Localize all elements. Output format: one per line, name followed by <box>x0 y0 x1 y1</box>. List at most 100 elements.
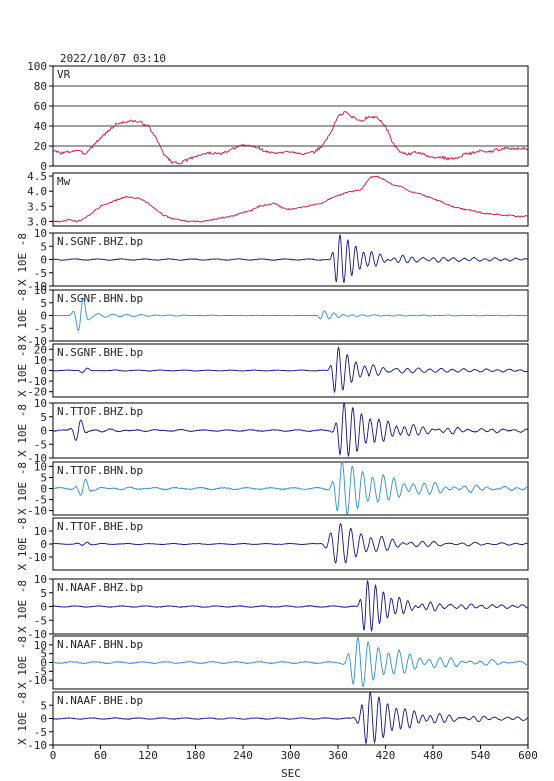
x-tick-label: 480 <box>423 749 443 762</box>
panel-label: N.NAAF.BHZ.bp <box>57 581 143 594</box>
y-tick-label: -10 <box>27 335 47 348</box>
y-unit-label: X 10E -8 <box>16 636 29 689</box>
y-unit-label: X 10E -8 <box>16 462 29 515</box>
series-line <box>52 111 529 165</box>
x-tick-label: 300 <box>281 749 301 762</box>
y-tick-label: 10 <box>34 460 47 473</box>
x-tick-label: 600 <box>518 749 538 762</box>
y-tick-label: 60 <box>34 100 47 113</box>
x-tick-label: 540 <box>471 749 491 762</box>
y-tick-label: 0 <box>40 538 47 551</box>
y-tick-label: 40 <box>34 120 47 133</box>
y-tick-label: 5 <box>40 240 47 253</box>
y-tick-label: 3.0 <box>27 215 47 228</box>
y-tick-label: 10 <box>34 227 47 240</box>
y-tick-label: 0 <box>40 425 47 438</box>
y-unit-label: X 10E -8 <box>16 580 29 633</box>
series-line <box>52 636 529 688</box>
y-tick-label: 0 <box>40 310 47 323</box>
x-tick-label: 360 <box>328 749 348 762</box>
y-tick-label: 0 <box>40 601 47 614</box>
y-tick-label: 5 <box>40 411 47 424</box>
y-tick-label: -10 <box>27 551 47 564</box>
y-tick-label: 4.5 <box>27 170 47 183</box>
panel-1: 0 20 40 60 80 100 VR <box>27 60 529 173</box>
x-tick-label: 120 <box>138 749 158 762</box>
panel-label: Mw <box>57 175 71 188</box>
panel-label: N.SGNF.BHN.bp <box>57 292 143 305</box>
y-unit-label: X 10E -8 <box>16 404 29 457</box>
x-tick-label: 240 <box>233 749 253 762</box>
series-line <box>52 175 529 223</box>
y-tick-label: 5 <box>40 471 47 484</box>
series-line <box>52 691 529 745</box>
y-unit-label: X 10E -8 <box>16 289 29 342</box>
y-tick-label: -5 <box>34 494 47 507</box>
y-tick-label: 0 <box>40 483 47 496</box>
y-unit-label: X 10E -8 <box>16 233 29 286</box>
y-tick-label: 5 <box>40 699 47 712</box>
y-tick-label: 100 <box>27 60 47 73</box>
y-tick-label: -10 <box>27 452 47 465</box>
panel-label: N.TTOF.BHZ.bp <box>57 405 143 418</box>
y-tick-label: -10 <box>27 505 47 518</box>
panel-frame <box>52 65 529 167</box>
y-tick-label: 10 <box>34 284 47 297</box>
y-tick-label: -5 <box>34 665 47 678</box>
y-tick-label: 0 <box>40 160 47 173</box>
y-tick-label: -20 <box>27 386 47 399</box>
y-tick-label: 10 <box>34 525 47 538</box>
x-tick-label: 60 <box>94 749 107 762</box>
y-tick-label: -5 <box>34 267 47 280</box>
series-line <box>52 346 529 394</box>
panel-label: N.TTOF.BHN.bp <box>57 464 143 477</box>
series-line <box>52 522 529 564</box>
y-tick-label: -10 <box>27 628 47 641</box>
y-tick-label: 10 <box>34 354 47 367</box>
panel-11: -10-505 N.NAAF.BHE.bp X 10E -8 <box>16 691 529 752</box>
y-tick-label: -5 <box>34 438 47 451</box>
y-unit-label: X 10E -8 <box>16 692 29 745</box>
panel-label: N.NAAF.BHE.bp <box>57 694 143 707</box>
y-unit-label: X 10E -8 <box>16 518 29 571</box>
x-axis-label: SEC <box>281 767 301 780</box>
y-tick-label: 20 <box>34 140 47 153</box>
y-tick-label: 5 <box>40 297 47 310</box>
y-tick-label: -10 <box>27 280 47 293</box>
y-tick-label: 0 <box>40 713 47 726</box>
y-tick-label: 0 <box>40 657 47 670</box>
panel-label: N.TTOF.BHE.bp <box>57 520 143 533</box>
y-tick-label: 5 <box>40 587 47 600</box>
series-line <box>52 297 528 332</box>
y-tick-label: 0 <box>40 254 47 267</box>
x-tick-label: 180 <box>186 749 206 762</box>
y-tick-label: -5 <box>34 322 47 335</box>
y-tick-label: -5 <box>34 614 47 627</box>
x-axis: 0 60 120 180 240 300 360 420 480 540 600 <box>50 745 538 762</box>
y-unit-label: X 10E -8 <box>16 344 29 397</box>
y-tick-label: 4.0 <box>27 185 47 198</box>
y-tick-label: 10 <box>34 397 47 410</box>
y-tick-label: -5 <box>34 726 47 739</box>
y-tick-label: 5 <box>40 648 47 661</box>
y-tick-label: -10 <box>27 375 47 388</box>
series-line <box>52 579 529 633</box>
y-tick-label: 3.5 <box>27 200 47 213</box>
panel-label: N.SGNF.BHE.bp <box>57 346 143 359</box>
series-line <box>52 461 529 515</box>
series-line <box>52 234 529 284</box>
panel-frame <box>52 172 529 227</box>
y-tick-label: 10 <box>34 639 47 652</box>
x-tick-label: 0 <box>50 749 57 762</box>
page-title: 2022/10/07 03:10 <box>60 52 166 65</box>
